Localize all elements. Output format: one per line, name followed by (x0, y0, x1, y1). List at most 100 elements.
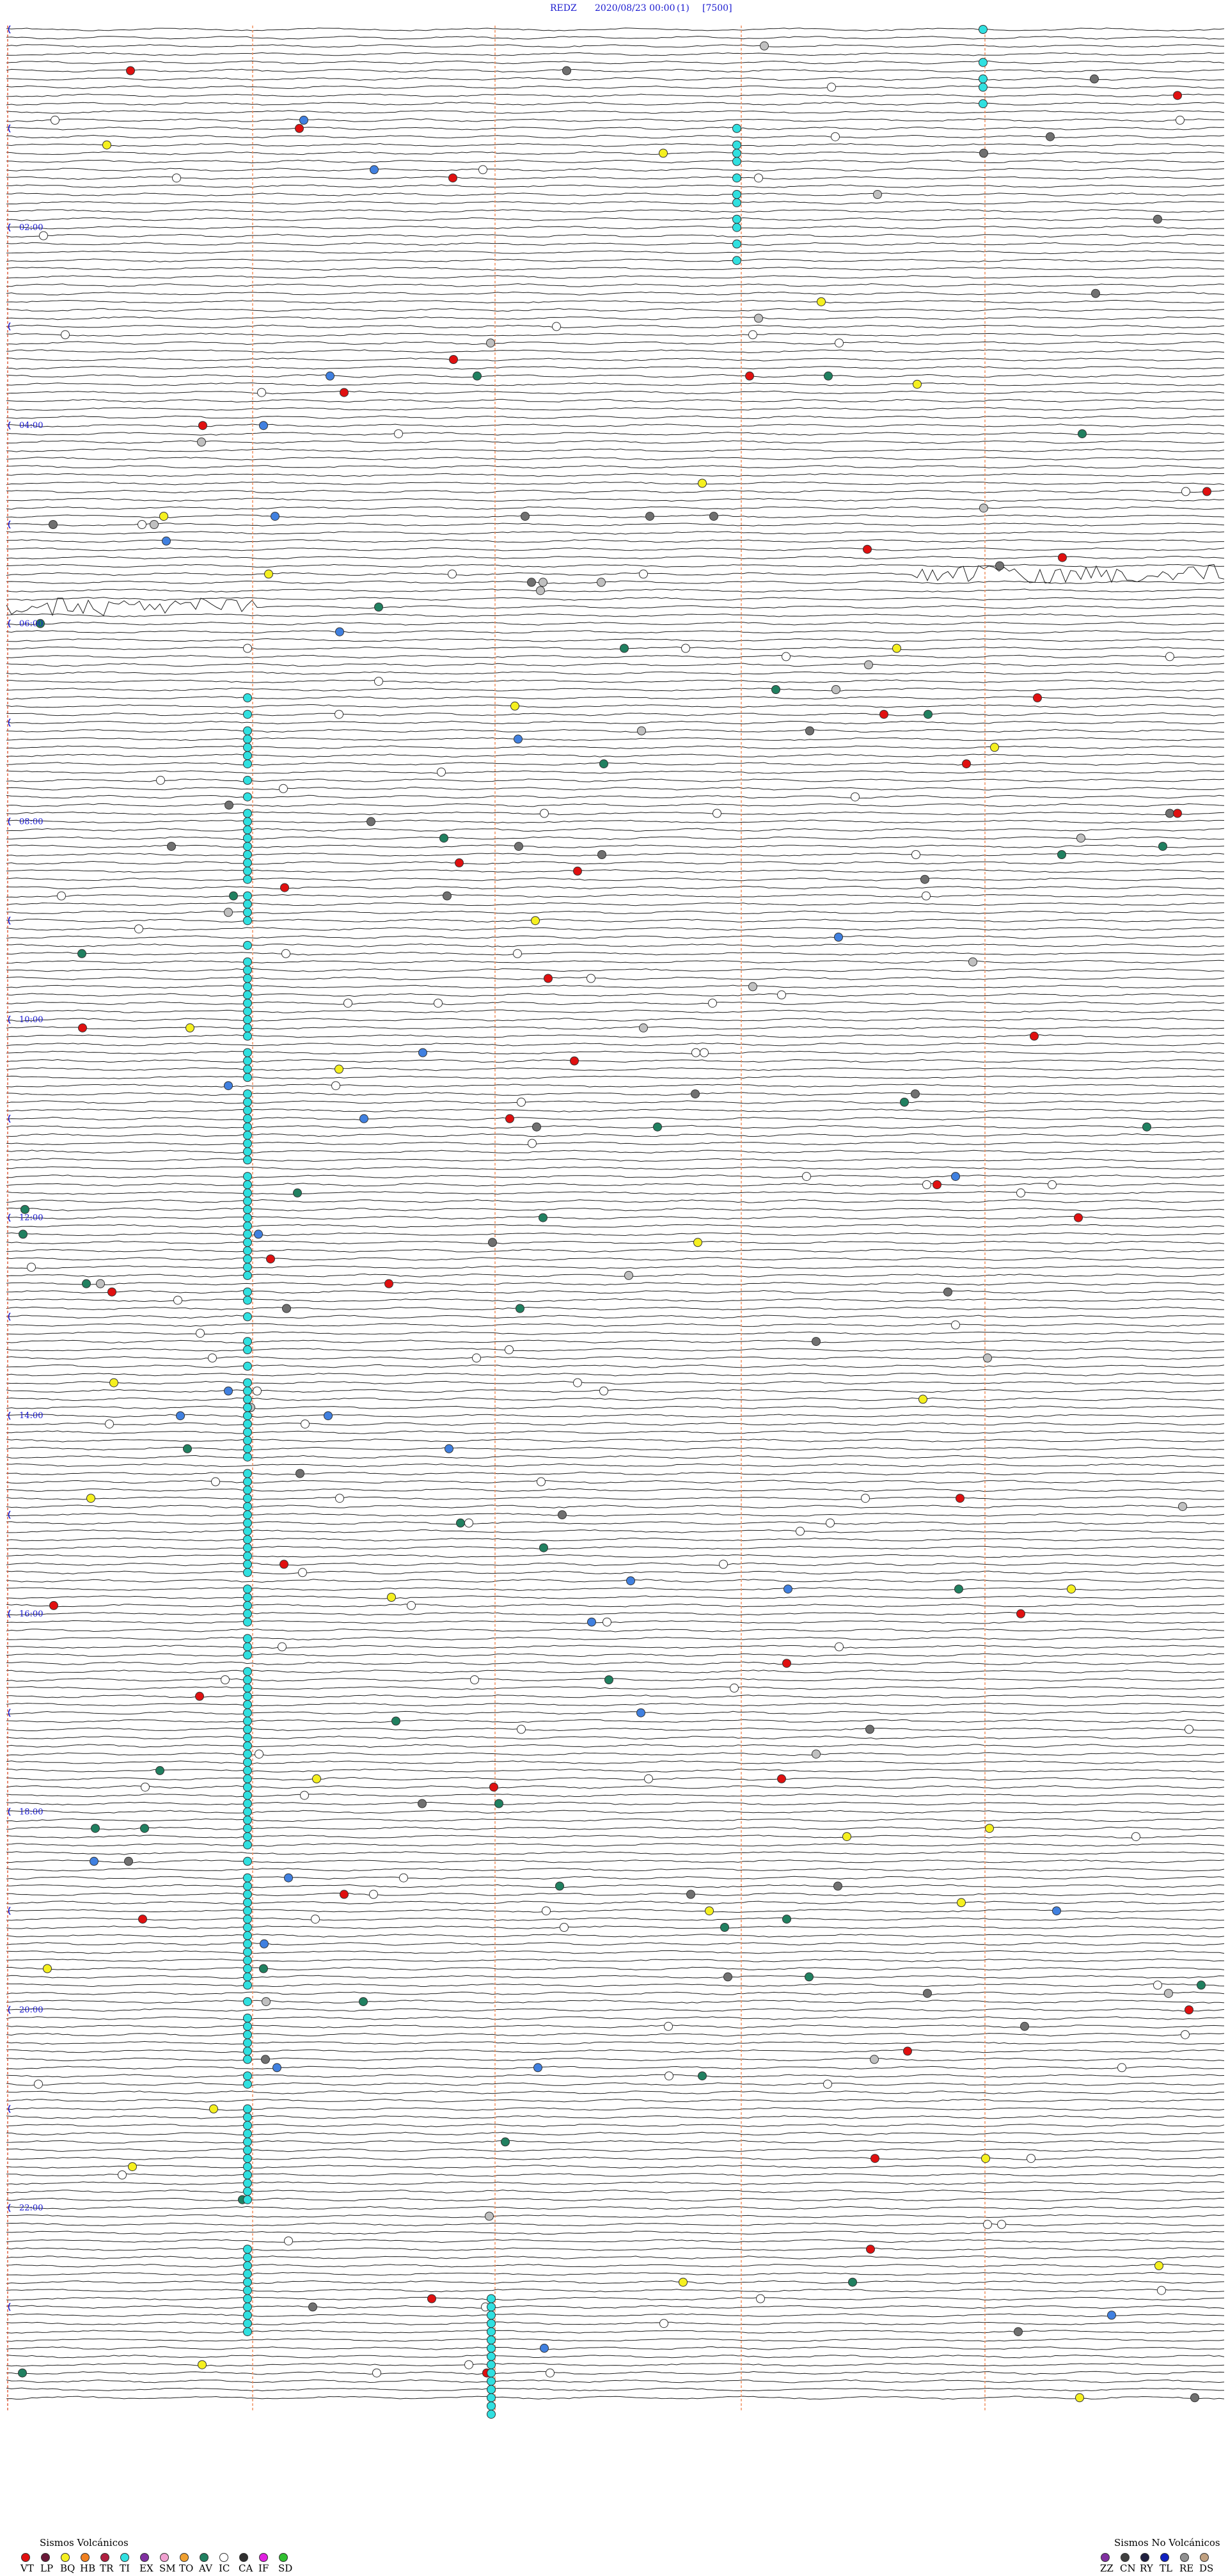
trace (6, 1925, 1225, 1929)
event (243, 1964, 252, 1973)
event (293, 1188, 302, 1197)
event (243, 1708, 252, 1718)
event (107, 1287, 116, 1297)
trace (6, 2016, 1225, 2020)
event (243, 1766, 252, 1775)
channel: (1) (677, 3, 689, 13)
legend-code: CN (1120, 2563, 1136, 2574)
event (407, 1600, 416, 1610)
legend-swatch (41, 2553, 50, 2562)
event (705, 1906, 714, 1916)
trace (6, 201, 1225, 205)
trace (6, 2131, 1225, 2136)
event (266, 1254, 275, 1264)
trace (6, 1190, 1225, 1195)
event (1067, 1584, 1076, 1594)
trace (6, 894, 1224, 898)
trace (6, 1339, 1225, 1344)
trace (6, 786, 1225, 791)
event (243, 1526, 252, 1536)
trace (6, 267, 1225, 271)
event (243, 1667, 252, 1677)
trace (6, 910, 1225, 915)
event (209, 2104, 218, 2114)
trace (6, 993, 1225, 997)
legend-code: ZZ (1100, 2563, 1114, 2574)
event (956, 1494, 964, 1503)
legend-swatch (259, 2553, 268, 2562)
event (243, 1593, 252, 1602)
event (243, 1650, 252, 1660)
event (91, 1824, 100, 1833)
trace (6, 580, 1225, 585)
event (1052, 1906, 1061, 1916)
event (243, 1799, 252, 1808)
event (243, 1815, 252, 1825)
event (842, 1832, 851, 1842)
event (394, 429, 403, 439)
event (243, 1122, 252, 1132)
event (732, 173, 741, 183)
event (295, 1469, 304, 1478)
legend-code: DS (1199, 2563, 1213, 2574)
event (1014, 2327, 1023, 2337)
event (1154, 2261, 1163, 2270)
time-label: 12:00 (19, 1213, 43, 1223)
trace (6, 1991, 1225, 1996)
event (851, 792, 860, 802)
event (831, 685, 840, 694)
event (437, 768, 446, 777)
legend-swatch (100, 2553, 109, 2562)
event (505, 1345, 514, 1354)
event (732, 239, 741, 249)
event (626, 1576, 635, 1586)
event (243, 999, 252, 1008)
trace (6, 1348, 1225, 1352)
trace (6, 2371, 1225, 2375)
event (243, 2186, 252, 2196)
trace (6, 1529, 1225, 1533)
event (732, 148, 741, 158)
events (18, 25, 1211, 2419)
trace (6, 960, 1225, 964)
event (243, 1147, 252, 1157)
event (708, 999, 717, 1008)
trace (6, 2000, 1225, 2004)
event (879, 709, 888, 719)
event (280, 883, 289, 892)
trace (6, 1199, 1225, 1203)
event (573, 866, 582, 876)
event (1033, 693, 1042, 702)
hour-mark (8, 124, 11, 133)
event (243, 1155, 252, 1165)
trace (6, 1273, 1225, 1277)
trace (6, 531, 1225, 535)
event (865, 1725, 874, 1734)
event (812, 1750, 821, 1759)
event (155, 1766, 164, 1775)
trace (6, 1719, 1225, 1723)
event (831, 132, 840, 141)
trace (6, 2280, 1225, 2284)
legend-swatch (81, 2553, 90, 2562)
event (243, 2112, 252, 2122)
event (243, 874, 252, 884)
event (443, 891, 452, 901)
trace (6, 1702, 1225, 1707)
trace (6, 1488, 1225, 1492)
trace (6, 1109, 1225, 1112)
trace (6, 778, 1225, 782)
trace (6, 1694, 1225, 1698)
trace (6, 869, 1225, 873)
legend-code: BQ (60, 2563, 75, 2574)
event (918, 1395, 927, 1404)
event (243, 1856, 252, 1866)
event (700, 1048, 709, 1057)
event (835, 338, 844, 348)
event (19, 1229, 28, 1239)
event (979, 99, 988, 109)
trace (6, 374, 1225, 378)
event (817, 297, 826, 306)
event (560, 1923, 569, 1932)
trace (6, 283, 1225, 287)
